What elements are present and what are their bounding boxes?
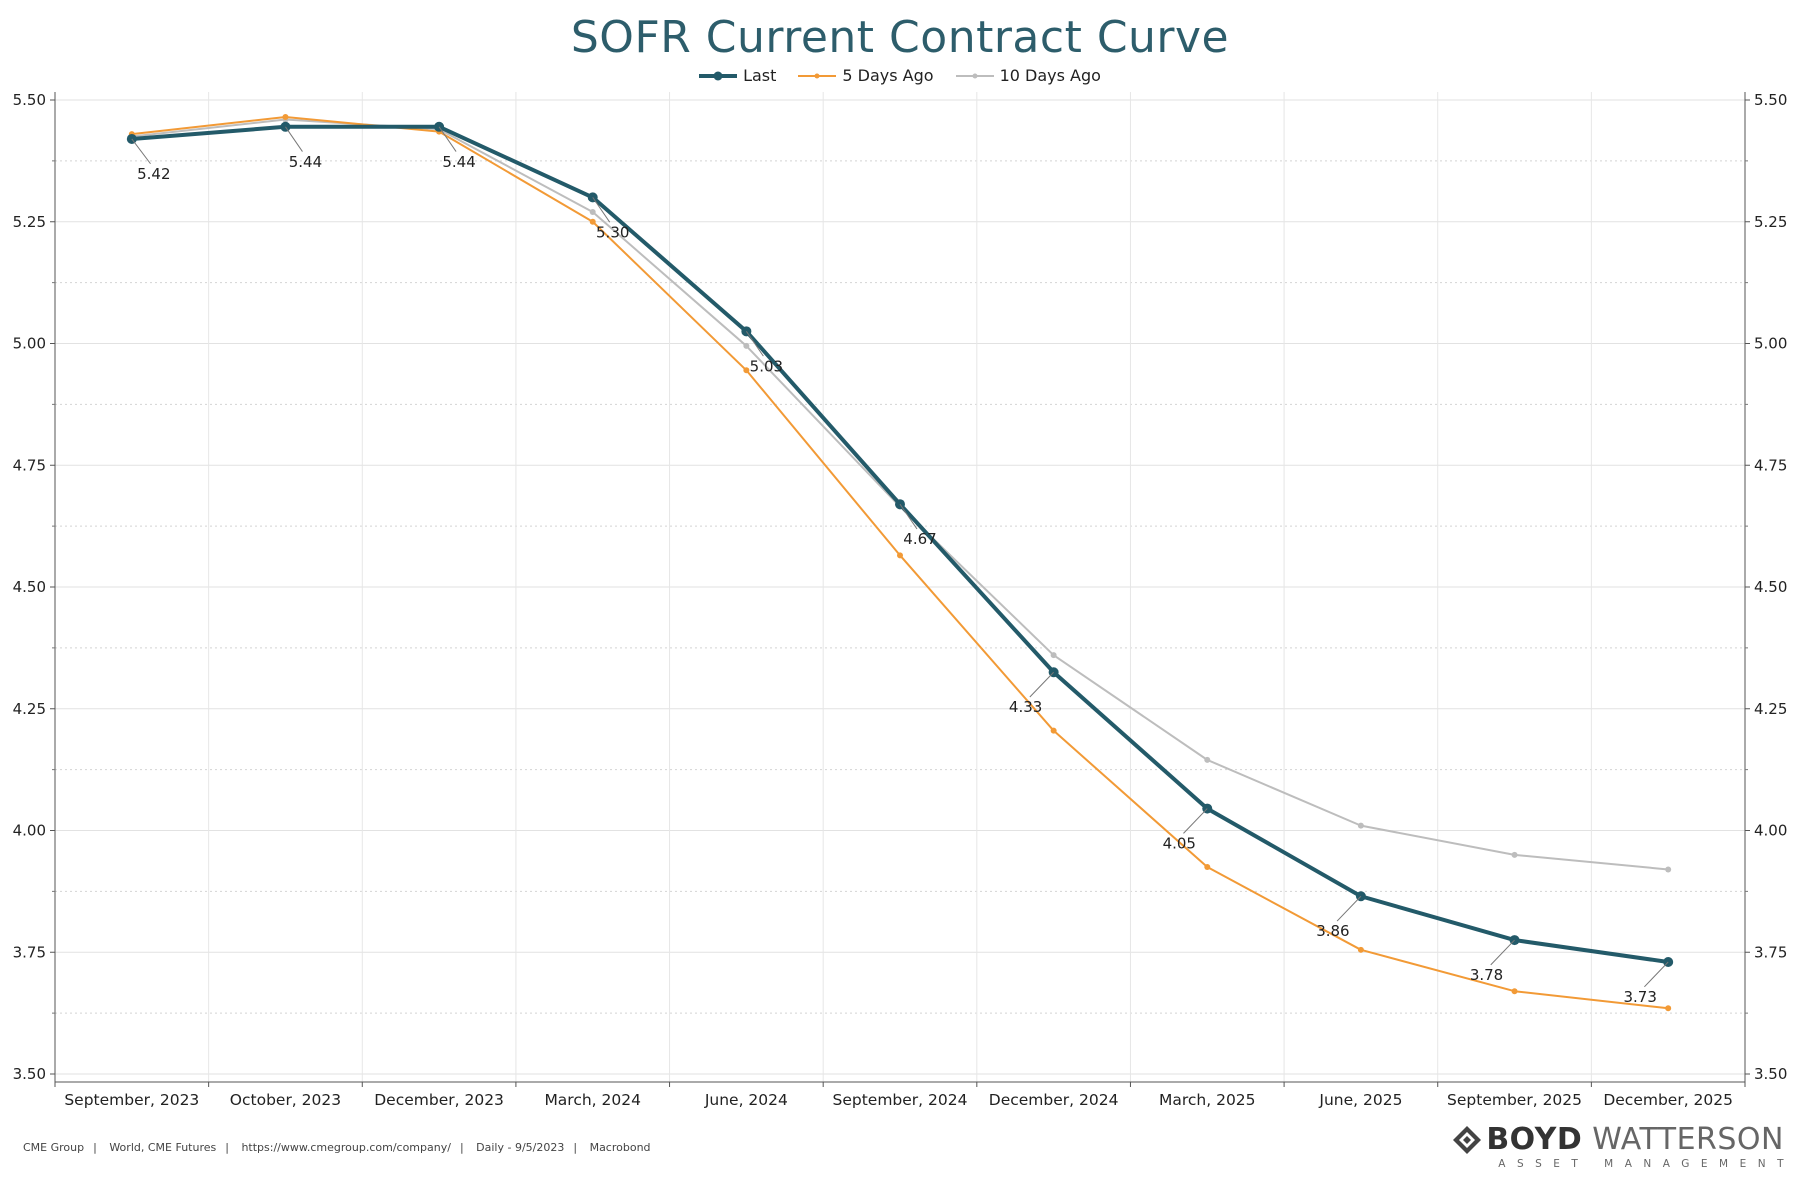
chart-title: SOFR Current Contract Curve — [570, 12, 1230, 63]
legend-item-5-days-ago: 5 Days Ago — [798, 66, 934, 85]
brand-logo: BOYD WATTERSON ASSET MANAGEMENT — [1452, 1122, 1784, 1170]
data-label: 4.33 — [1009, 698, 1042, 716]
x-tick-label: March, 2025 — [1159, 1091, 1256, 1109]
data-point-5-days-ago — [1357, 946, 1364, 953]
data-point-10-days-ago — [1357, 822, 1364, 829]
data-label-leader — [745, 331, 764, 357]
data-label-leader — [1183, 808, 1208, 834]
data-point-5-days-ago — [1050, 727, 1057, 734]
axes: 5.50 5.50 5.25 5.25 5.00 5.00 4.75 4.75 4.50 4.50… — [13, 91, 1788, 1109]
y-tick-label-right: 5.00 — [1754, 335, 1787, 353]
x-tick-label: December, 2024 — [989, 1091, 1119, 1109]
brand-name-bold: BOYD — [1486, 1122, 1583, 1157]
brand-name-light: WATTERSON — [1592, 1122, 1784, 1157]
series-lines — [126, 114, 1674, 1012]
y-tick-label-right: 4.00 — [1754, 822, 1787, 840]
data-label: 5.44 — [442, 153, 475, 171]
legend-label-10-days-ago: 10 Days Ago — [999, 66, 1101, 85]
footer-source-item: https://www.cmegroup.com/company/ — [241, 1141, 451, 1154]
legend-swatch-5-days-ago — [798, 70, 837, 82]
legend-swatch-last — [699, 70, 738, 82]
data-point-5-days-ago — [897, 552, 903, 559]
y-tick-label-left: 3.50 — [13, 1065, 46, 1083]
data-point-5-days-ago — [743, 367, 750, 374]
legend-label-5-days-ago: 5 Days Ago — [842, 66, 934, 85]
data-label-leader — [1336, 895, 1362, 922]
data-point-10-days-ago — [1204, 756, 1211, 763]
y-tick-label-right: 3.75 — [1754, 943, 1787, 961]
y-tick-label-left: 5.50 — [13, 91, 46, 109]
source-footnote: CME Group | World, CME Futures | https://w… — [23, 1141, 651, 1154]
data-point-5-days-ago — [1204, 864, 1211, 871]
legend-item-10-days-ago: 10 Days Ago — [955, 66, 1101, 85]
data-point-5-days-ago — [282, 114, 289, 121]
data-label-leader — [285, 126, 303, 152]
data-label: 5.42 — [137, 165, 170, 183]
data-point-5-days-ago — [589, 218, 596, 225]
y-tick-label-left: 4.00 — [13, 822, 46, 840]
data-point-10-days-ago — [1050, 652, 1057, 659]
y-tick-label-left: 4.75 — [13, 456, 46, 474]
y-tick-label-right: 4.75 — [1754, 456, 1787, 474]
x-tick-label: September, 2024 — [833, 1091, 968, 1109]
x-tick-label: December, 2023 — [374, 1091, 504, 1109]
x-tick-label: October, 2023 — [230, 1091, 341, 1109]
x-tick-label: June, 2024 — [704, 1091, 788, 1109]
y-tick-label-left: 5.00 — [13, 335, 46, 353]
data-label: 3.86 — [1316, 922, 1349, 940]
legend: Last 5 Days Ago 10 Days Ago — [0, 66, 1800, 85]
y-tick-label-left: 4.25 — [13, 700, 46, 718]
legend-item-last: Last — [699, 66, 776, 85]
data-label: 3.73 — [1623, 988, 1656, 1006]
data-point-10-days-ago — [589, 209, 596, 216]
data-point-5-days-ago — [1511, 988, 1518, 995]
data-point-10-days-ago — [743, 342, 750, 349]
data-point-5-days-ago — [1665, 1005, 1672, 1012]
data-point-10-days-ago — [1511, 851, 1518, 858]
y-tick-label-right: 5.50 — [1754, 91, 1787, 109]
x-tick-label: June, 2025 — [1318, 1091, 1402, 1109]
data-label-leader — [592, 197, 611, 223]
brand-tagline: ASSET MANAGEMENT — [1498, 1158, 1795, 1170]
y-tick-label-left: 5.25 — [13, 213, 46, 231]
data-label: 5.44 — [289, 153, 322, 171]
data-labels: 5.42 5.44 5.44 5.30 5.03 4.67 4.33 4.05 3.86 3.78… — [131, 126, 1669, 1006]
y-tick-label-right: 4.25 — [1754, 700, 1787, 718]
data-label: 3.78 — [1470, 966, 1503, 984]
y-tick-label-right: 5.25 — [1754, 213, 1787, 231]
y-tick-label-right: 4.50 — [1754, 578, 1787, 596]
data-label-leader — [1029, 671, 1054, 698]
x-tick-label: December, 2025 — [1603, 1091, 1733, 1109]
data-label-leader — [131, 138, 151, 165]
grid-lines — [55, 92, 1745, 1082]
x-tick-label: September, 2023 — [64, 1091, 199, 1109]
footer-source-item: Macrobond — [589, 1141, 651, 1154]
diamond-logo-icon — [1453, 1125, 1482, 1154]
y-tick-label-right: 3.50 — [1754, 1065, 1787, 1083]
data-label: 4.05 — [1163, 835, 1196, 853]
footer-source-item: World, CME Futures — [109, 1141, 217, 1154]
legend-swatch-10-days-ago — [955, 70, 994, 82]
data-label-leader — [1644, 961, 1669, 988]
data-label: 5.30 — [596, 223, 629, 241]
data-label: 5.03 — [750, 357, 783, 375]
data-label-leader — [1490, 939, 1515, 966]
footer-source-item: Daily - 9/5/2023 — [476, 1141, 565, 1154]
x-tick-label: September, 2025 — [1447, 1091, 1582, 1109]
data-label-leader — [899, 503, 918, 530]
y-tick-label-left: 4.50 — [13, 578, 46, 596]
y-tick-label-left: 3.75 — [13, 943, 46, 961]
data-label: 4.67 — [903, 530, 936, 548]
x-tick-label: March, 2024 — [544, 1091, 641, 1109]
legend-label-last: Last — [743, 66, 777, 85]
data-point-10-days-ago — [1665, 866, 1672, 873]
data-label-leader — [438, 126, 457, 152]
footer-source-item: CME Group — [23, 1141, 85, 1154]
